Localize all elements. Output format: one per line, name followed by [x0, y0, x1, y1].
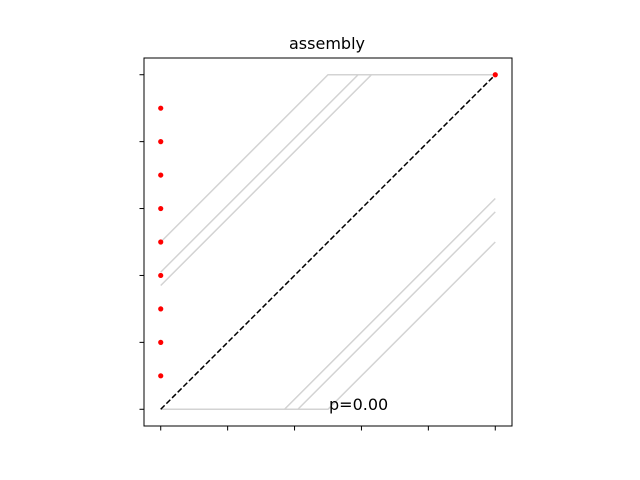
- p-value-annotation: p=0.00: [329, 395, 388, 414]
- data-point: [158, 172, 164, 178]
- axis-ticks: [139, 74, 496, 431]
- data-point: [158, 205, 164, 212]
- grey-line-3: [160, 73, 496, 287]
- plot-area: [158, 72, 498, 411]
- grey-line-1: [160, 73, 496, 243]
- diagonal-reference-line: [160, 74, 496, 410]
- data-point: [158, 373, 164, 379]
- chart-title: assembly: [289, 34, 365, 53]
- data-point: [492, 72, 498, 78]
- data-point: [158, 139, 164, 145]
- data-point: [158, 306, 164, 312]
- grey-line-6: [160, 241, 496, 411]
- data-point: [158, 339, 164, 345]
- axes-frame: [143, 57, 513, 427]
- data-point: [158, 239, 164, 245]
- data-point: [158, 272, 164, 279]
- grey-line-4: [160, 197, 496, 411]
- data-point: [158, 105, 164, 111]
